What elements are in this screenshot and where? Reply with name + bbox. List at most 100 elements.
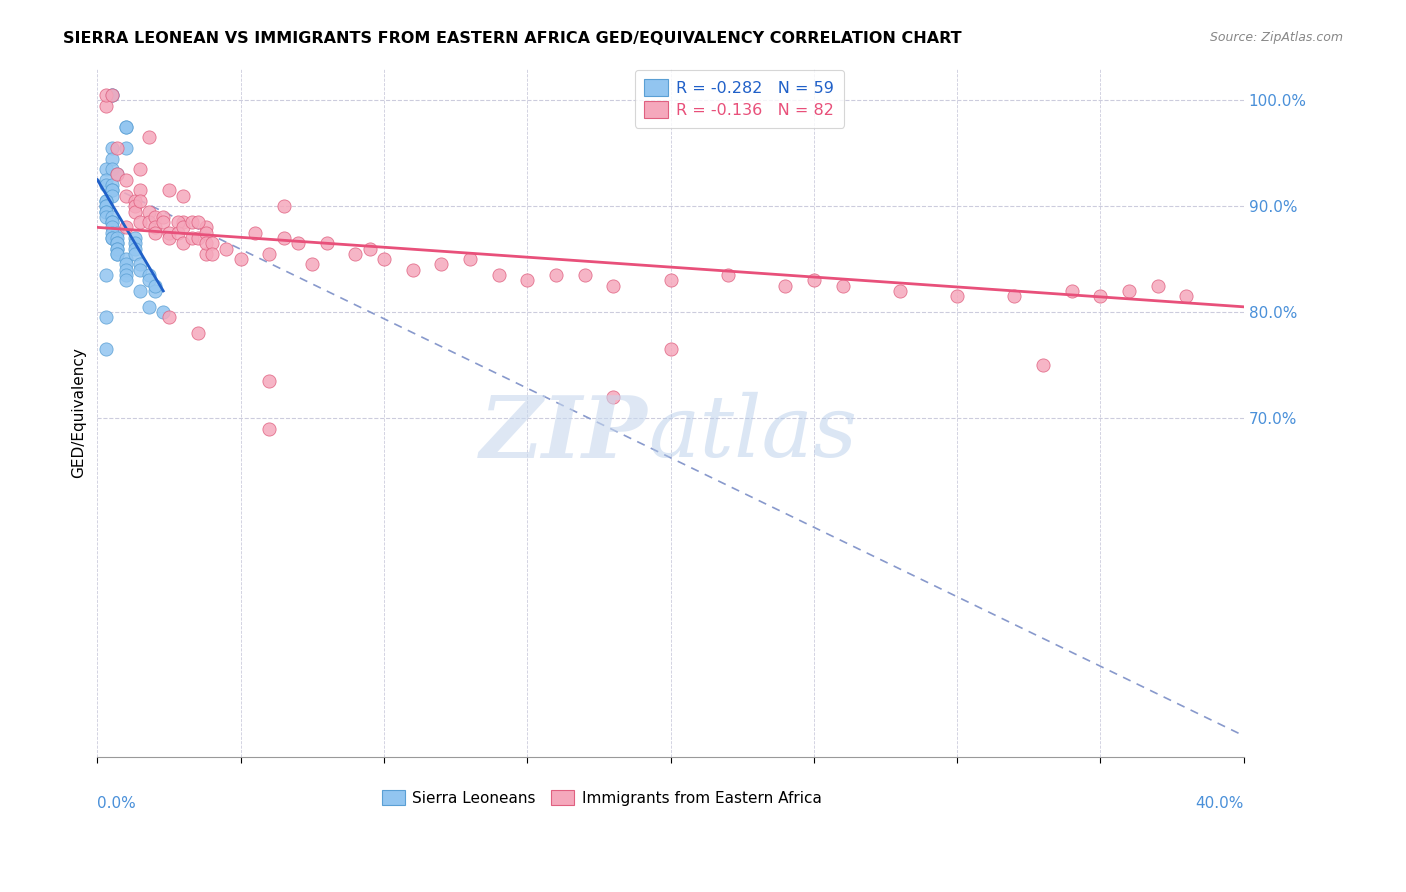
Point — [143, 226, 166, 240]
Point — [107, 242, 129, 256]
Point — [143, 220, 166, 235]
Point — [107, 236, 129, 251]
Point — [94, 194, 117, 208]
Point — [172, 220, 194, 235]
Point — [166, 226, 188, 240]
Point — [94, 204, 117, 219]
Text: ZIP: ZIP — [479, 392, 648, 475]
Point — [100, 88, 122, 103]
Text: 0.0%: 0.0% — [97, 796, 136, 811]
Point — [574, 268, 596, 282]
Point — [115, 252, 138, 267]
Point — [181, 215, 204, 229]
Point — [229, 252, 252, 267]
Point — [129, 162, 152, 177]
Point — [129, 215, 152, 229]
Point — [138, 273, 160, 287]
Point — [1175, 289, 1198, 303]
Point — [215, 242, 238, 256]
Point — [107, 247, 129, 261]
Text: 40.0%: 40.0% — [1195, 796, 1244, 811]
Point — [138, 204, 160, 219]
Point — [94, 310, 117, 325]
Point — [115, 273, 138, 287]
Point — [115, 141, 138, 155]
Point — [373, 252, 395, 267]
Point — [1032, 358, 1054, 372]
Point — [195, 226, 218, 240]
Point — [344, 247, 367, 261]
Point — [115, 120, 138, 134]
Point — [602, 390, 624, 404]
Point — [1004, 289, 1026, 303]
Point — [195, 236, 218, 251]
Point — [259, 247, 281, 261]
Point — [195, 220, 218, 235]
Point — [143, 284, 166, 298]
Point — [315, 236, 337, 251]
Point — [181, 231, 204, 245]
Point — [138, 300, 160, 314]
Point — [94, 178, 117, 192]
Point — [259, 422, 281, 436]
Point — [1060, 284, 1083, 298]
Point — [94, 88, 117, 103]
Point — [488, 268, 510, 282]
Point — [107, 168, 129, 182]
Point — [107, 226, 129, 240]
Point — [138, 215, 160, 229]
Point — [100, 210, 122, 224]
Legend: Sierra Leoneans, Immigrants from Eastern Africa: Sierra Leoneans, Immigrants from Eastern… — [373, 780, 831, 814]
Point — [94, 342, 117, 356]
Point — [124, 236, 146, 251]
Point — [107, 141, 129, 155]
Point — [100, 141, 122, 155]
Point — [100, 226, 122, 240]
Point — [201, 247, 224, 261]
Point — [143, 278, 166, 293]
Point — [107, 231, 129, 245]
Point — [430, 257, 453, 271]
Point — [100, 215, 122, 229]
Point — [157, 310, 180, 325]
Point — [94, 268, 117, 282]
Point — [100, 178, 122, 192]
Point — [129, 284, 152, 298]
Point — [273, 231, 295, 245]
Point — [100, 152, 122, 166]
Point — [94, 204, 117, 219]
Text: SIERRA LEONEAN VS IMMIGRANTS FROM EASTERN AFRICA GED/EQUIVALENCY CORRELATION CHA: SIERRA LEONEAN VS IMMIGRANTS FROM EASTER… — [63, 31, 962, 46]
Point — [287, 236, 309, 251]
Point — [107, 168, 129, 182]
Point — [100, 220, 122, 235]
Point — [157, 231, 180, 245]
Point — [138, 268, 160, 282]
Point — [94, 210, 117, 224]
Point — [100, 162, 122, 177]
Point — [107, 242, 129, 256]
Text: atlas: atlas — [648, 392, 856, 475]
Point — [201, 236, 224, 251]
Point — [115, 172, 138, 186]
Point — [803, 273, 825, 287]
Point — [107, 236, 129, 251]
Point — [115, 268, 138, 282]
Point — [659, 342, 682, 356]
Point — [129, 257, 152, 271]
Point — [172, 236, 194, 251]
Point — [100, 183, 122, 197]
Point — [124, 199, 146, 213]
Point — [458, 252, 481, 267]
Point — [100, 188, 122, 202]
Point — [544, 268, 567, 282]
Point — [94, 199, 117, 213]
Point — [152, 305, 174, 319]
Point — [100, 183, 122, 197]
Point — [1146, 278, 1168, 293]
Point — [107, 247, 129, 261]
Point — [115, 188, 138, 202]
Point — [115, 257, 138, 271]
Point — [129, 262, 152, 277]
Point — [273, 199, 295, 213]
Point — [187, 231, 209, 245]
